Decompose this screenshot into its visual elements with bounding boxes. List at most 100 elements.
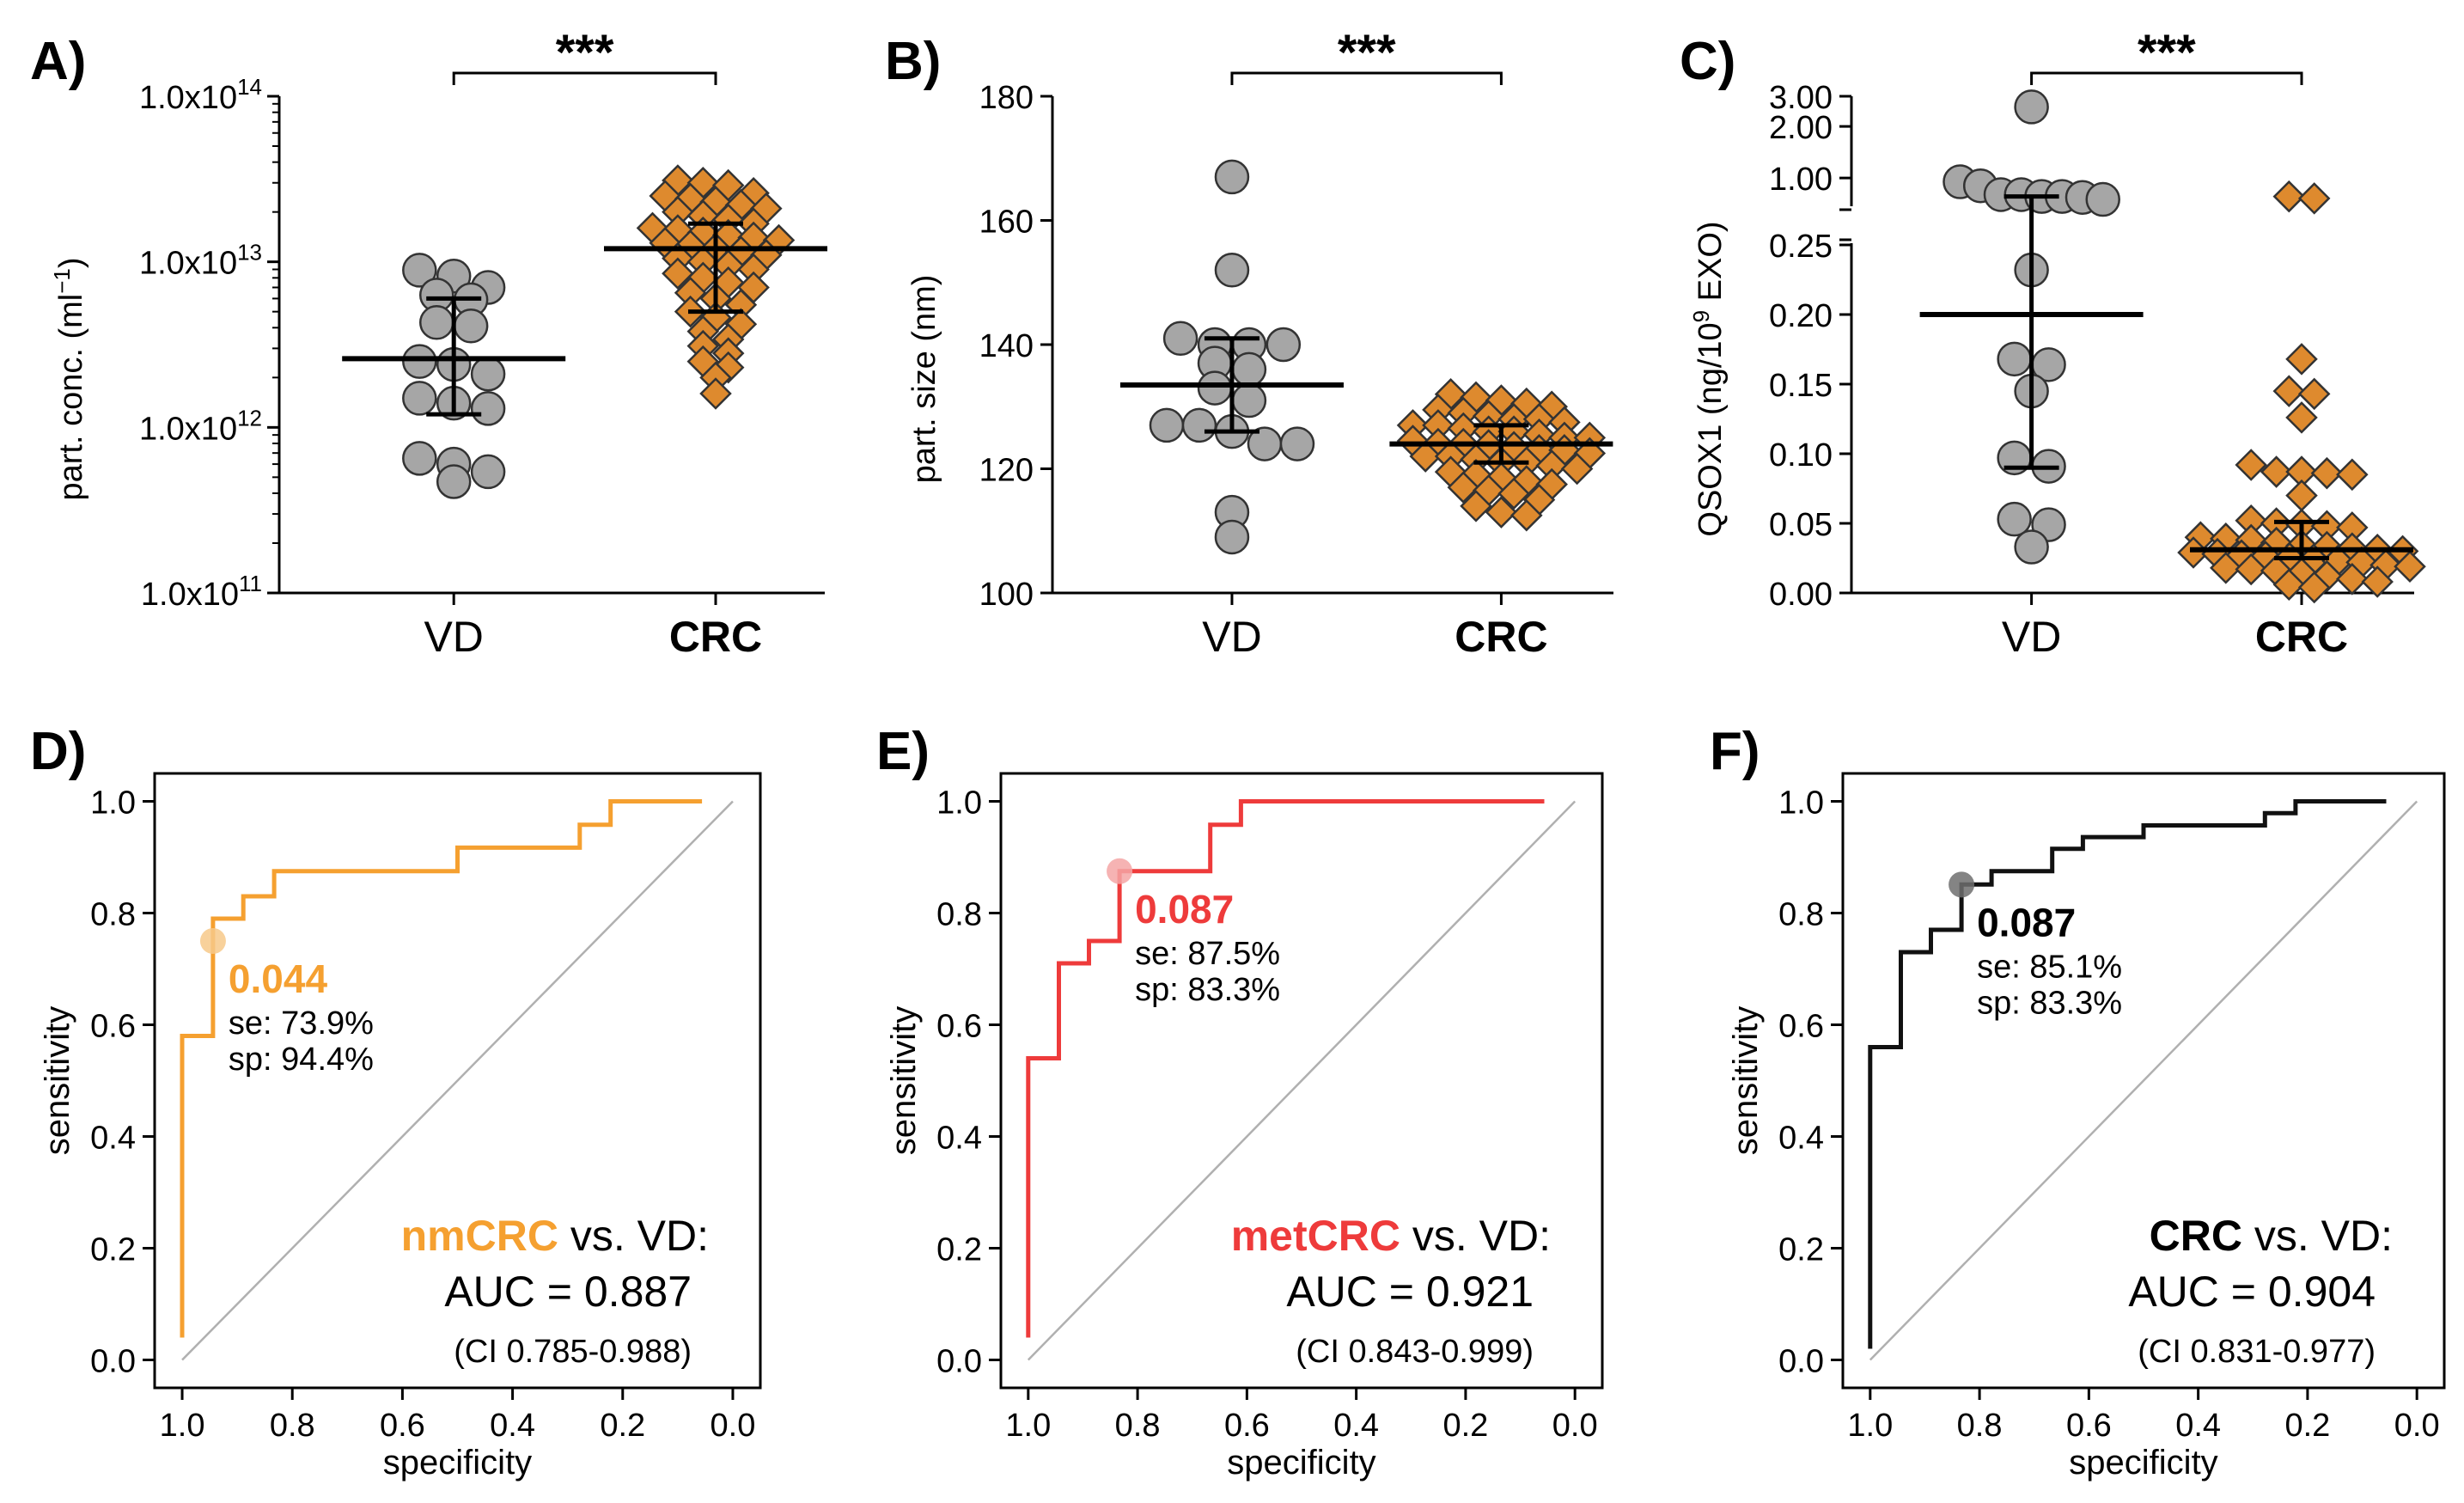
x-category-label: VD <box>1202 613 1261 661</box>
vd-data-point <box>2014 89 2049 125</box>
comparison-vs: vs. VD: <box>1400 1212 1551 1260</box>
roc-curve <box>180 799 703 1338</box>
vd-data-point <box>402 441 437 476</box>
vd-data-point <box>402 381 437 416</box>
vd-data-point <box>419 305 454 340</box>
crc-data-point <box>2336 458 2369 492</box>
y-tick-label: 0.0 <box>1778 1344 1824 1380</box>
y-tick-label: 0.6 <box>1778 1009 1824 1045</box>
scatter-panel-a: A)1.0x10111.0x10121.0x10131.0x1014part. … <box>30 25 827 661</box>
significance-bracket <box>2030 71 2303 85</box>
y-tick-label: 1.00 <box>1769 162 1833 198</box>
crc-data-point <box>2297 571 2331 604</box>
y-tick-label: 0.05 <box>1769 507 1833 543</box>
y-tick-mantissa: 1.0x10 <box>141 577 239 613</box>
crc-data-point <box>2260 455 2293 488</box>
y-tick-label: 0.4 <box>90 1121 136 1157</box>
ci-label: (CI 0.843-0.999) <box>1296 1334 1534 1370</box>
roc-panel-f: F) 1.0 0.8 0.6 0.4 0.2 0.0 0.0 0.2 0.4 0.6 0.8 1.0 sp… <box>1710 722 2446 1482</box>
comparison-label: metCRC vs. VD: <box>1231 1212 1551 1260</box>
crc-data-point <box>2272 568 2306 602</box>
comparison-vs: vs. VD: <box>2242 1212 2393 1260</box>
y-tick-label: 1.0x1012 <box>139 405 262 447</box>
y-tick-label: 0.6 <box>90 1009 136 1045</box>
panel-label: C) <box>1680 32 1735 91</box>
reference-diagonal <box>181 800 734 1361</box>
sensitivity-label: se: 85.1% <box>1977 949 2122 985</box>
vd-data-point <box>1997 341 2032 377</box>
reference-diagonal <box>1027 800 1577 1361</box>
vd-data-point <box>2014 529 2049 565</box>
y-tick-label: 1.0x1011 <box>141 571 262 613</box>
x-category-label: VD <box>2002 613 2061 661</box>
crc-data-point <box>1447 471 1480 504</box>
vd-data-point <box>402 253 437 288</box>
crc-data-point <box>2285 343 2318 376</box>
y-tick-label: 120 <box>979 453 1034 489</box>
significance-stars: *** <box>2138 25 2196 81</box>
y-tick-exponent: 11 <box>239 571 262 596</box>
y-tick-label: 2.00 <box>1769 110 1833 146</box>
specificity-label: sp: 83.3% <box>1977 985 2122 1021</box>
comparison-vs: vs. VD: <box>558 1212 709 1260</box>
vd-data-point <box>1997 501 2032 537</box>
roc-curve <box>1026 799 1545 1338</box>
x-tick-label: 0.0 <box>2394 1408 2440 1444</box>
x-axis-label: specificity <box>383 1444 532 1482</box>
x-category-label: CRC <box>669 613 762 661</box>
crc-data-point <box>1409 440 1442 473</box>
y-tick-exponent: 12 <box>237 405 262 431</box>
vd-data-point <box>436 464 472 499</box>
y-tick-label: 0.2 <box>936 1232 982 1268</box>
x-category-label: CRC <box>1455 613 1547 661</box>
significance-bracket <box>1230 71 1503 85</box>
y-label-superscript: −1 <box>49 268 75 294</box>
x-tick-label: 1.0 <box>1847 1408 1893 1444</box>
ci-label: (CI 0.785-0.988) <box>454 1334 692 1370</box>
comparison-group: metCRC <box>1231 1212 1400 1260</box>
x-category-label: CRC <box>2255 613 2348 661</box>
y-label-part: part. conc. (ml <box>53 294 89 501</box>
y-tick-label: 0.20 <box>1769 298 1833 334</box>
vd-data-point <box>1149 407 1185 443</box>
crc-data-point <box>2394 550 2426 583</box>
ci-label: (CI 0.831-0.977) <box>2138 1334 2376 1370</box>
significance-stars: *** <box>1338 25 1396 81</box>
y-label-part: ) <box>53 257 89 268</box>
specificity-label: sp: 94.4% <box>229 1042 374 1078</box>
y-tick-label: 100 <box>979 577 1034 613</box>
scatter-panel-b: B) 100 120 140 160 180 part. size (nm) VD CRC *** <box>885 25 1613 661</box>
x-tick-label: 0.8 <box>1957 1408 2003 1444</box>
plot-frame <box>1841 772 2446 1390</box>
crc-data-point <box>1497 477 1530 510</box>
crc-data-point <box>699 377 732 410</box>
y-tick-label: 0.8 <box>90 897 136 933</box>
y-axis-label: QSOX1 (ng/109 EXO) <box>1688 221 1729 536</box>
crc-data-point <box>2272 180 2306 213</box>
plot-frame <box>999 772 1604 1390</box>
roc-curve <box>1868 799 2387 1349</box>
y-tick-mantissa: 1.0x10 <box>139 246 237 282</box>
reference-diagonal <box>1869 800 2418 1361</box>
x-tick-label: 0.4 <box>2175 1408 2221 1444</box>
y-tick-label: 0.00 <box>1769 577 1833 613</box>
y-tick-mantissa: 1.0x10 <box>139 80 237 116</box>
x-axis-label: specificity <box>1227 1444 1375 1482</box>
auc-label: AUC = 0.904 <box>2128 1268 2376 1316</box>
crc-data-point <box>2235 449 2267 481</box>
y-tick-label: 160 <box>979 205 1034 241</box>
y-axis-label: sensitivity <box>39 1006 76 1155</box>
y-label-part: QSOX1 (ng/10 <box>1692 322 1729 536</box>
axis-break-gap <box>1848 206 1855 243</box>
crc-data-point <box>2297 377 2331 411</box>
y-tick-label: 0.2 <box>1778 1232 1824 1268</box>
panel-label: F) <box>1710 722 1760 781</box>
y-tick-label: 0.8 <box>936 897 982 933</box>
cutoff-point <box>199 928 226 954</box>
y-tick-label: 1.0 <box>1778 785 1824 822</box>
y-axis-label: sensitivity <box>885 1006 923 1155</box>
y-tick-label: 3.00 <box>1769 80 1833 116</box>
vd-data-point <box>1214 253 1250 288</box>
vd-data-point <box>470 391 506 426</box>
y-tick-label: 0.10 <box>1769 437 1833 474</box>
